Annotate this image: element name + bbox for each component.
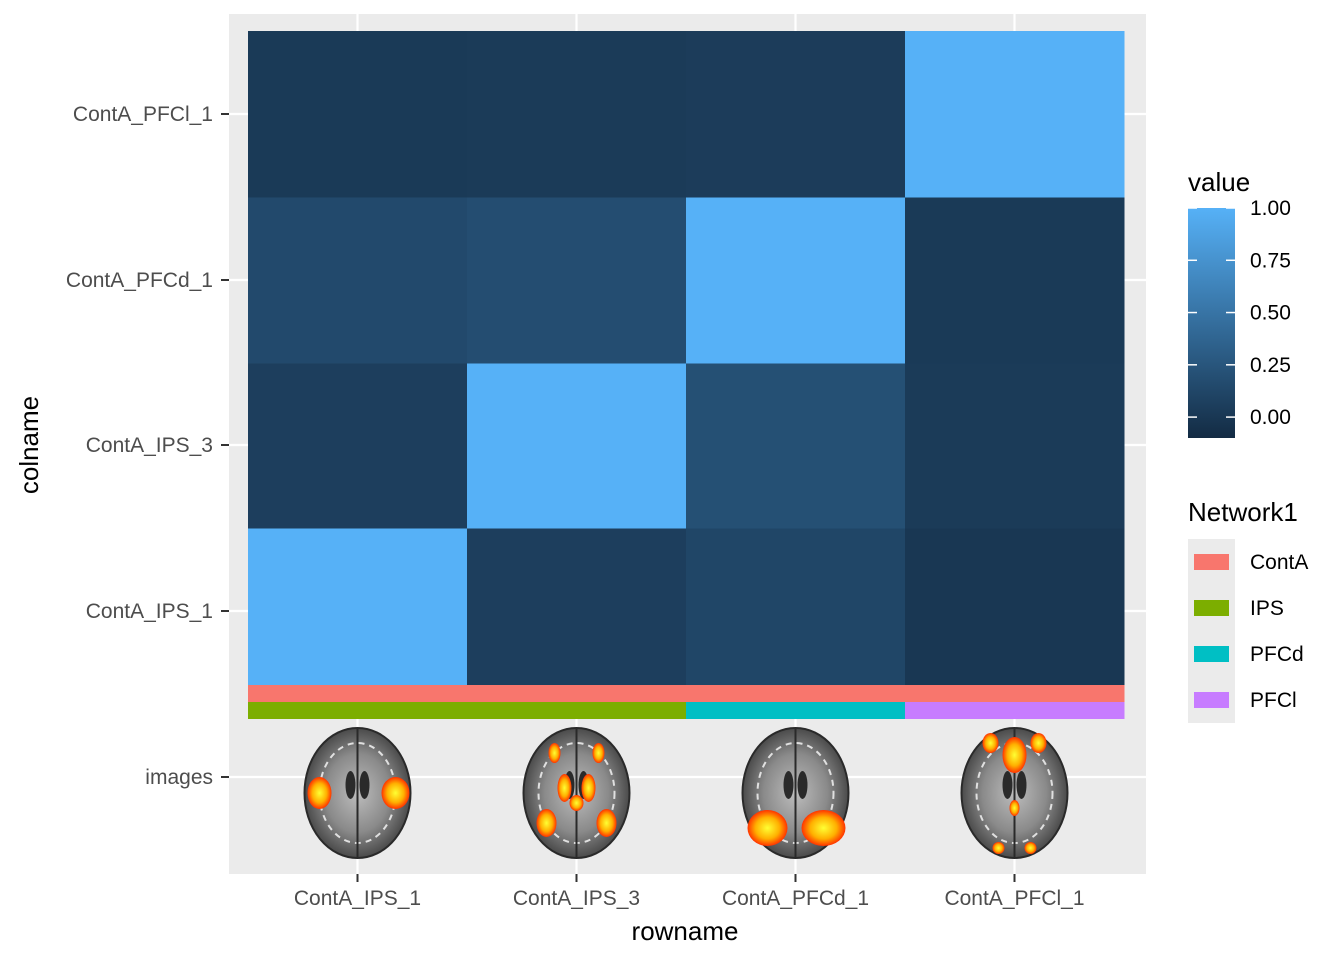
colorbar-label: 0.00 bbox=[1250, 406, 1291, 429]
legend-key-label: IPS bbox=[1250, 597, 1284, 620]
x-tick-label: ContA_IPS_3 bbox=[513, 887, 640, 910]
value-legend: value 1.00 0.75 0.50 0.25 0.00 bbox=[1188, 167, 1291, 438]
brain-pfcl-1-icon bbox=[960, 727, 1069, 859]
heatmap-cell bbox=[905, 31, 1125, 198]
legend-key-swatch bbox=[1194, 692, 1229, 708]
y-tick-label-images: images bbox=[145, 766, 213, 789]
heatmap-cell bbox=[248, 362, 468, 529]
legend-key-swatch bbox=[1194, 554, 1229, 570]
heatmap-cells bbox=[248, 31, 1125, 695]
heatmap-cell bbox=[686, 197, 906, 364]
network-legend-title: Network1 bbox=[1188, 497, 1298, 527]
network-band-top bbox=[467, 685, 687, 702]
legend-key-swatch bbox=[1194, 646, 1229, 662]
value-legend-title: value bbox=[1188, 167, 1250, 197]
network-band-top bbox=[686, 685, 906, 702]
value-colorbar bbox=[1188, 208, 1235, 438]
brain-pfcd-1-icon bbox=[741, 727, 850, 859]
heatmap-cell bbox=[248, 528, 468, 695]
network-annotation-bands bbox=[248, 685, 1125, 719]
network-band-bottom bbox=[467, 702, 687, 719]
network-legend: Network1 ContA IPS PFCd PFCl bbox=[1188, 497, 1308, 723]
network-band-top bbox=[248, 685, 468, 702]
x-axis-title: rowname bbox=[632, 916, 739, 946]
heatmap-cell bbox=[248, 197, 468, 364]
network-band-bottom bbox=[686, 702, 906, 719]
network-band-bottom bbox=[905, 702, 1125, 719]
y-tick-label: ContA_IPS_1 bbox=[86, 600, 213, 623]
brain-ips-3-icon bbox=[522, 727, 631, 859]
x-tick-label: ContA_IPS_1 bbox=[294, 887, 421, 910]
heatmap-cell bbox=[686, 31, 906, 198]
x-tick-label: ContA_PFCd_1 bbox=[722, 887, 869, 910]
heatmap-cell bbox=[467, 528, 687, 695]
heatmap-cell bbox=[467, 197, 687, 364]
heatmap-cell bbox=[467, 362, 687, 529]
y-tick-label: ContA_PFCd_1 bbox=[66, 269, 213, 292]
colorbar-label: 1.00 bbox=[1250, 197, 1291, 220]
colorbar-label: 0.25 bbox=[1250, 354, 1291, 377]
network-band-top bbox=[905, 685, 1125, 702]
x-tick-label: ContA_PFCl_1 bbox=[944, 887, 1084, 910]
y-tick-label: ContA_PFCl_1 bbox=[73, 103, 213, 126]
heatmap-cell bbox=[248, 31, 468, 198]
brain-images bbox=[303, 727, 1069, 859]
legend-key-label: PFCd bbox=[1250, 643, 1304, 666]
heatmap-cell bbox=[905, 528, 1125, 695]
colorbar-label: 0.75 bbox=[1250, 249, 1291, 272]
y-axis: ContA_IPS_1 ContA_IPS_3 ContA_PFCd_1 ContA_… bbox=[66, 103, 229, 789]
heatmap-cell bbox=[467, 31, 687, 198]
heatmap-cell bbox=[905, 197, 1125, 364]
colorbar-label: 0.50 bbox=[1250, 302, 1291, 325]
network-legend-keys: ContA IPS PFCd PFCl bbox=[1188, 539, 1308, 723]
heatmap-cell bbox=[686, 362, 906, 529]
legend-key-swatch bbox=[1194, 600, 1229, 616]
network-band-bottom bbox=[248, 702, 468, 719]
heatmap-cell bbox=[905, 362, 1125, 529]
x-axis: ContA_IPS_1 ContA_IPS_3 ContA_PFCd_1 ContA_… bbox=[294, 874, 1085, 910]
legend-key-label: ContA bbox=[1250, 551, 1308, 574]
y-tick-label: ContA_IPS_3 bbox=[86, 434, 213, 457]
brain-ips-1-icon bbox=[303, 727, 412, 859]
colorbar-ticks: 1.00 0.75 0.50 0.25 0.00 bbox=[1188, 197, 1291, 429]
legend-key-label: PFCl bbox=[1250, 689, 1297, 712]
y-axis-title: colname bbox=[14, 396, 44, 494]
heatmap-cell bbox=[686, 528, 906, 695]
